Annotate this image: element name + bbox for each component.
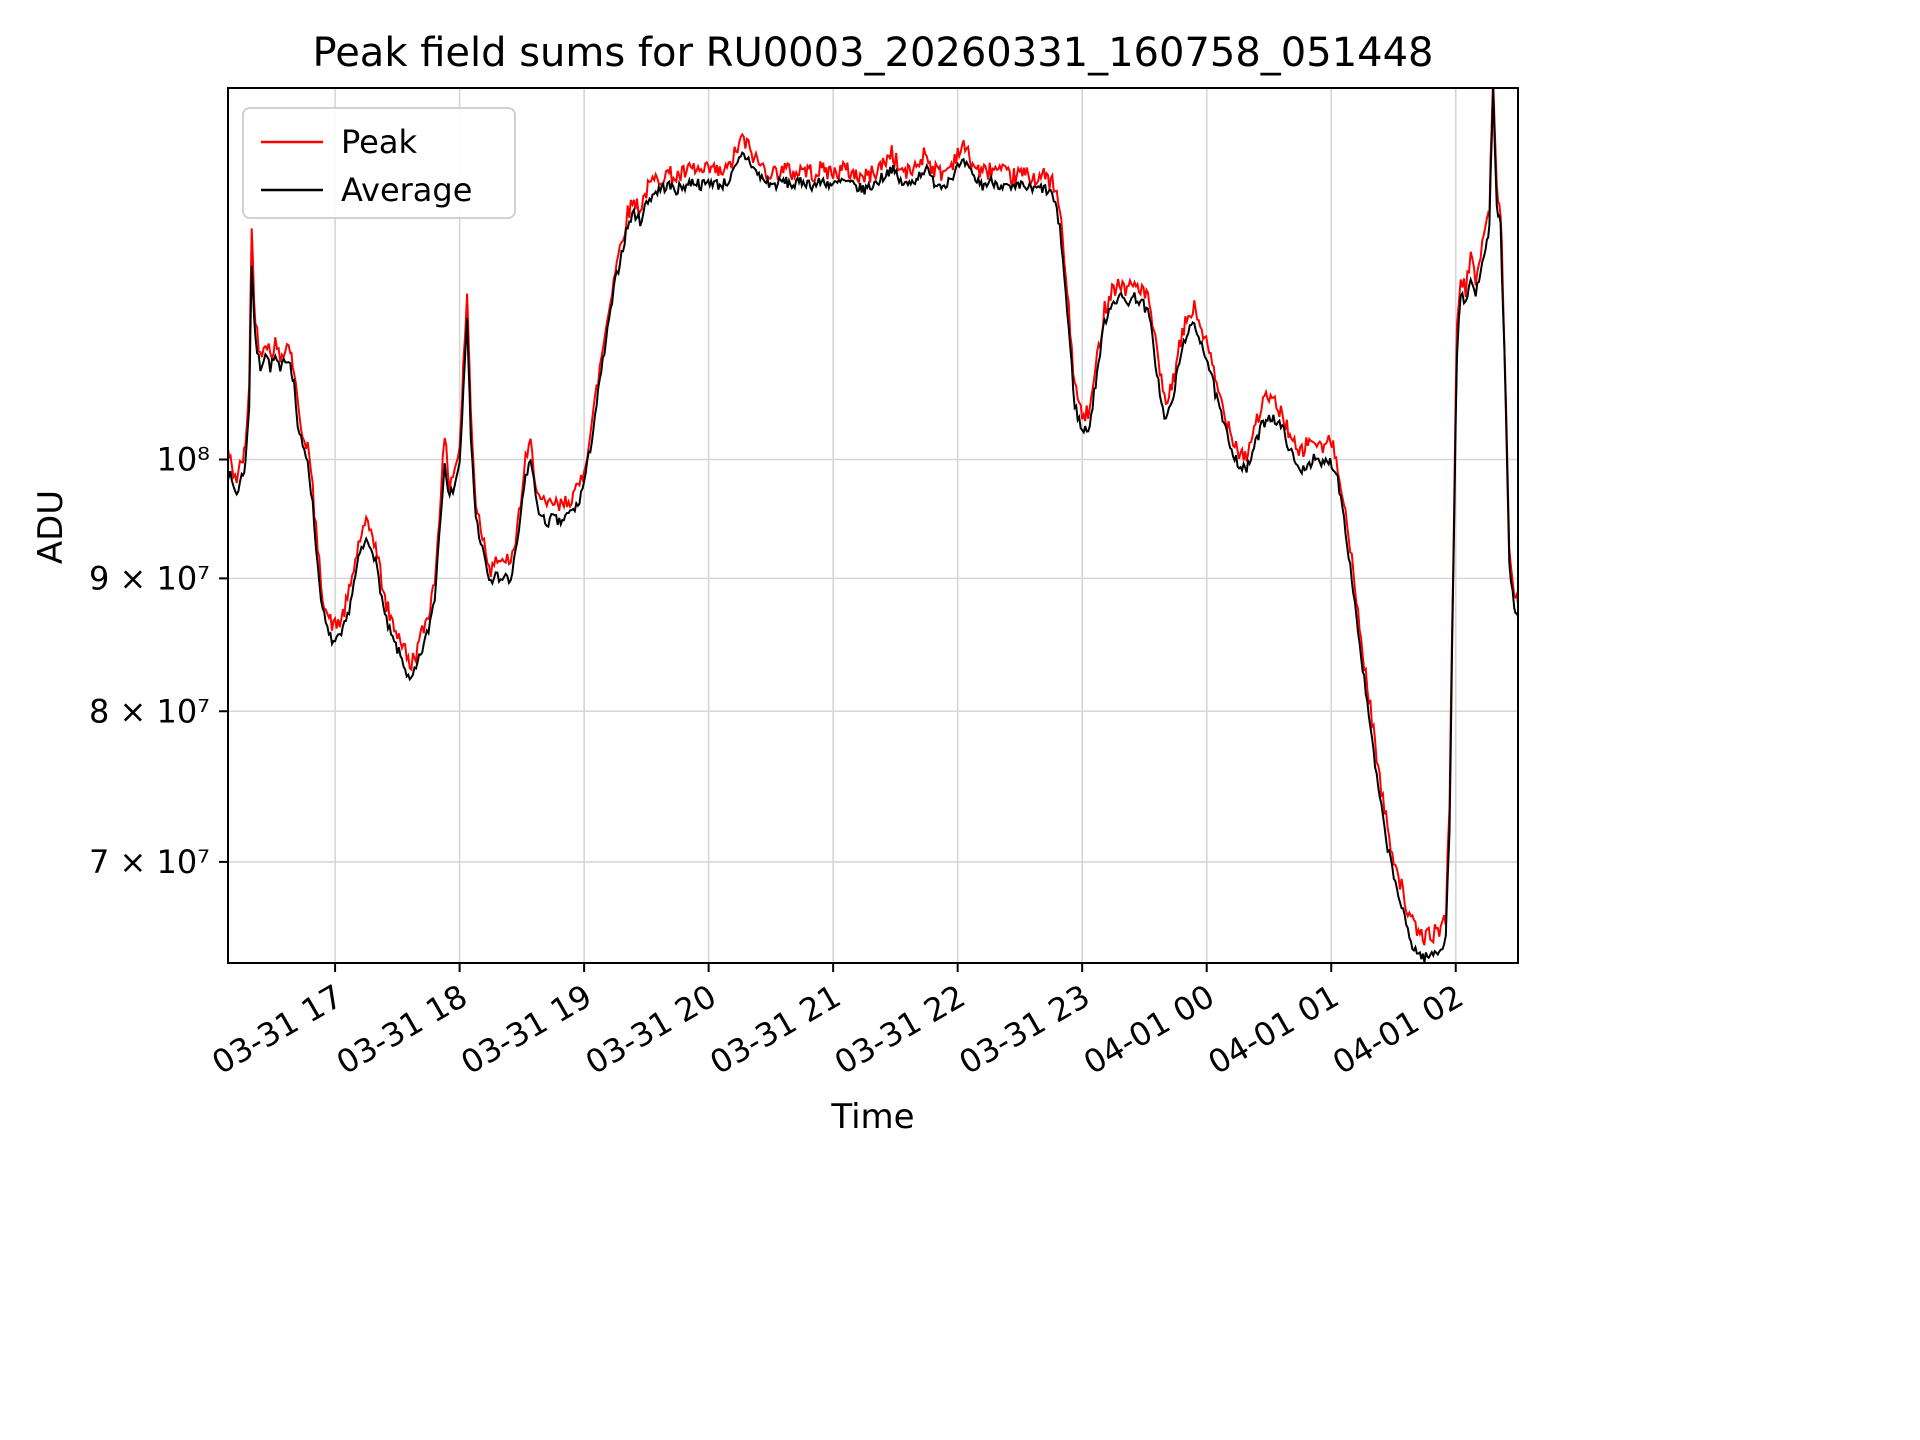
x-tick-label: 03-31 17 — [205, 977, 349, 1082]
x-tick-label: 03-31 19 — [455, 977, 599, 1082]
x-tick-label: 03-31 20 — [579, 977, 723, 1082]
x-tick-label: 04-01 01 — [1202, 977, 1346, 1082]
x-tick-label: 04-01 00 — [1077, 977, 1221, 1082]
y-tick-label: 8 × 10⁷ — [89, 692, 210, 730]
y-axis-label: ADU — [31, 490, 71, 564]
series-peak-line — [228, 88, 1518, 946]
legend: Peak Average — [242, 107, 516, 219]
grid-lines — [228, 88, 1518, 963]
axes-frame — [227, 87, 1519, 964]
data-series — [228, 88, 1518, 963]
legend-label-peak: Peak — [341, 123, 417, 161]
y-tick-label: 7 × 10⁷ — [89, 843, 210, 881]
y-tick-label: 9 × 10⁷ — [89, 559, 210, 597]
x-tick-label: 03-31 23 — [953, 977, 1097, 1082]
chart-title: Peak field sums for RU0003_20260331_1607… — [313, 30, 1434, 76]
x-tick-label: 03-31 18 — [330, 977, 474, 1082]
x-axis-label: Time — [830, 1097, 914, 1137]
plot-border — [227, 87, 1519, 964]
y-tick-label: 10⁸ — [156, 441, 210, 479]
x-tick-label: 03-31 22 — [828, 977, 972, 1082]
series-average-line — [228, 88, 1518, 963]
x-tick-label: 04-01 02 — [1326, 977, 1470, 1082]
x-tick-label: 03-31 21 — [704, 977, 848, 1082]
legend-label-average: Average — [341, 171, 472, 209]
